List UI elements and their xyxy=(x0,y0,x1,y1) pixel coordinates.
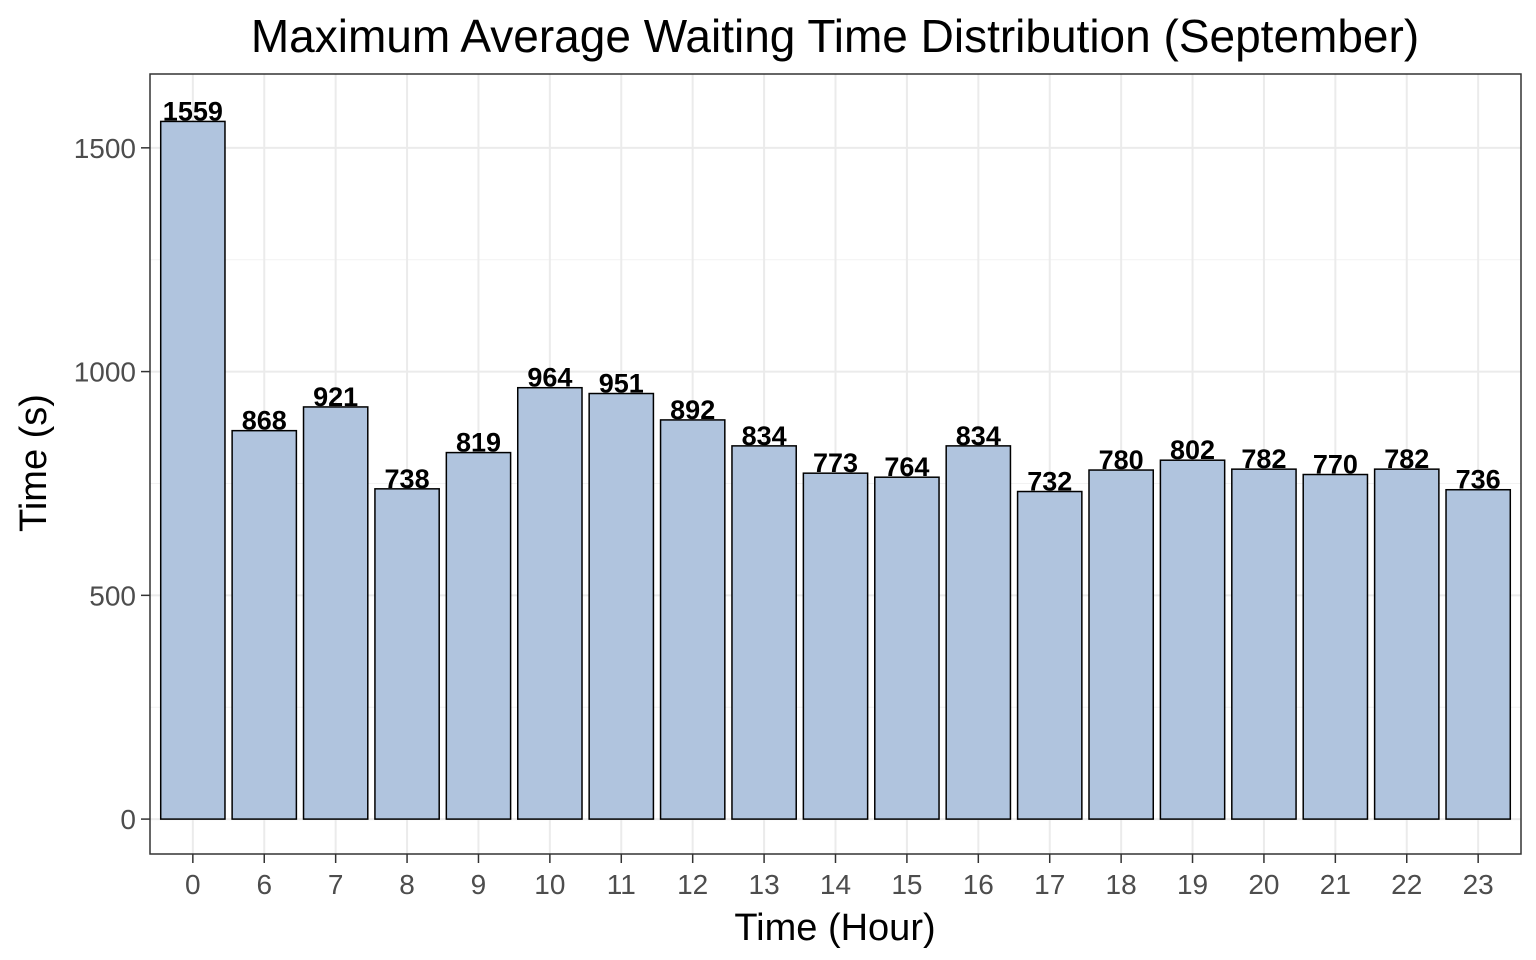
bar xyxy=(1302,473,1369,820)
x-tick-label: 6 xyxy=(256,869,272,900)
bar xyxy=(588,392,655,820)
data-label: 921 xyxy=(313,382,358,412)
x-tick-label: 17 xyxy=(1034,869,1065,900)
y-tick-label: 1000 xyxy=(74,357,136,388)
x-axis-title: Time (Hour) xyxy=(734,907,935,949)
y-axis: 0 500 1000 1500 xyxy=(74,133,150,835)
bar xyxy=(1159,459,1226,820)
bar xyxy=(731,445,797,820)
data-label: 736 xyxy=(1456,465,1501,495)
x-tick-label: 14 xyxy=(820,869,851,900)
x-tick-label: 10 xyxy=(534,869,565,900)
bar xyxy=(1088,469,1155,820)
bar xyxy=(1373,468,1440,820)
y-tick-label: 500 xyxy=(89,580,136,611)
bar xyxy=(445,451,512,820)
chart-title: Maximum Average Waiting Time Distributio… xyxy=(251,10,1419,62)
x-tick-label: 7 xyxy=(328,869,344,900)
y-tick-label: 1500 xyxy=(74,133,136,164)
x-tick-label: 20 xyxy=(1248,869,1279,900)
x-tick-label: 23 xyxy=(1463,869,1494,900)
data-label: 780 xyxy=(1099,445,1144,475)
data-label: 782 xyxy=(1241,444,1286,474)
data-label: 951 xyxy=(599,369,644,399)
x-tick-label: 18 xyxy=(1106,869,1137,900)
x-tick-label: 9 xyxy=(471,869,487,900)
bar xyxy=(516,386,583,820)
bar xyxy=(945,445,1012,820)
bar xyxy=(659,419,726,820)
bars xyxy=(159,120,1512,820)
x-tick-label: 22 xyxy=(1391,869,1422,900)
data-label: 892 xyxy=(670,395,715,425)
data-label: 834 xyxy=(956,421,1001,451)
x-tick-label: 11 xyxy=(607,869,636,900)
data-label: 964 xyxy=(527,363,572,393)
data-label: 782 xyxy=(1384,444,1429,474)
x-tick-label: 8 xyxy=(399,869,415,900)
data-label: 738 xyxy=(385,464,430,494)
bar xyxy=(1016,490,1083,820)
x-tick-label: 15 xyxy=(891,869,922,900)
bar xyxy=(374,488,440,820)
data-label: 764 xyxy=(884,452,929,482)
data-label: 1559 xyxy=(163,96,223,126)
x-tick-label: 21 xyxy=(1320,869,1351,900)
data-label: 802 xyxy=(1170,435,1215,465)
data-labels: 1559 868 921 738 819 964 951 892 834 773 764 834 732… xyxy=(163,96,1501,496)
data-label: 770 xyxy=(1313,450,1358,480)
x-tick-label: 16 xyxy=(963,869,994,900)
data-label: 834 xyxy=(742,421,787,451)
y-axis-title: Time (s) xyxy=(13,394,55,532)
data-label: 773 xyxy=(813,448,858,478)
bar xyxy=(231,429,298,820)
bar xyxy=(1445,488,1512,820)
data-label: 819 xyxy=(456,428,501,458)
bar xyxy=(302,406,369,820)
bar xyxy=(1231,468,1297,820)
data-label: 732 xyxy=(1027,467,1072,497)
y-tick-label: 0 xyxy=(120,804,136,835)
x-tick-label: 13 xyxy=(749,869,780,900)
x-axis: 0 6 7 8 9 10 11 12 13 14 15 16 17 18 19 20 21 22 23 xyxy=(185,854,1494,900)
x-tick-label: 19 xyxy=(1177,869,1208,900)
bar xyxy=(874,476,940,820)
x-tick-label: 12 xyxy=(677,869,708,900)
data-label: 868 xyxy=(242,406,287,436)
x-tick-label: 0 xyxy=(185,869,201,900)
bar xyxy=(159,120,226,820)
bar xyxy=(802,472,869,820)
